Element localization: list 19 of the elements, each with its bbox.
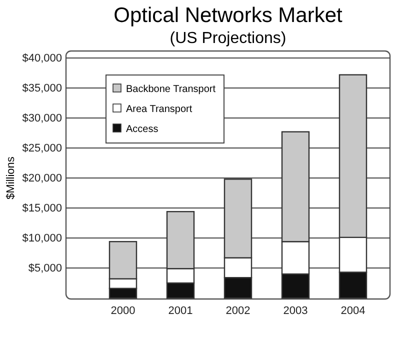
y-tick-label: $40,000 [22, 52, 62, 65]
x-tick-label: 2003 [283, 304, 308, 317]
y-tick-label: $15,000 [22, 202, 62, 215]
y-tick-label: $20,000 [22, 172, 62, 185]
chart-title: Optical Networks Market [114, 4, 343, 27]
y-tick-label: $5,000 [28, 262, 62, 275]
legend-label: Backbone Transport [126, 84, 216, 95]
x-tick-label: 2004 [340, 304, 366, 317]
y-tick-label: $30,000 [22, 112, 62, 125]
x-tick-label: 2001 [168, 304, 193, 317]
legend-label: Area Transport [126, 104, 192, 115]
x-tick-label: 2000 [110, 304, 136, 317]
legend-label: Access [126, 124, 158, 135]
chart-subtitle: (US Projections) [170, 30, 286, 47]
y-tick-label: $25,000 [22, 142, 62, 155]
y-tick-label: $10,000 [22, 232, 62, 245]
y-axis-title: $Millions [5, 156, 17, 200]
y-tick-label: $35,000 [22, 82, 62, 95]
x-tick-label: 2002 [226, 304, 250, 317]
